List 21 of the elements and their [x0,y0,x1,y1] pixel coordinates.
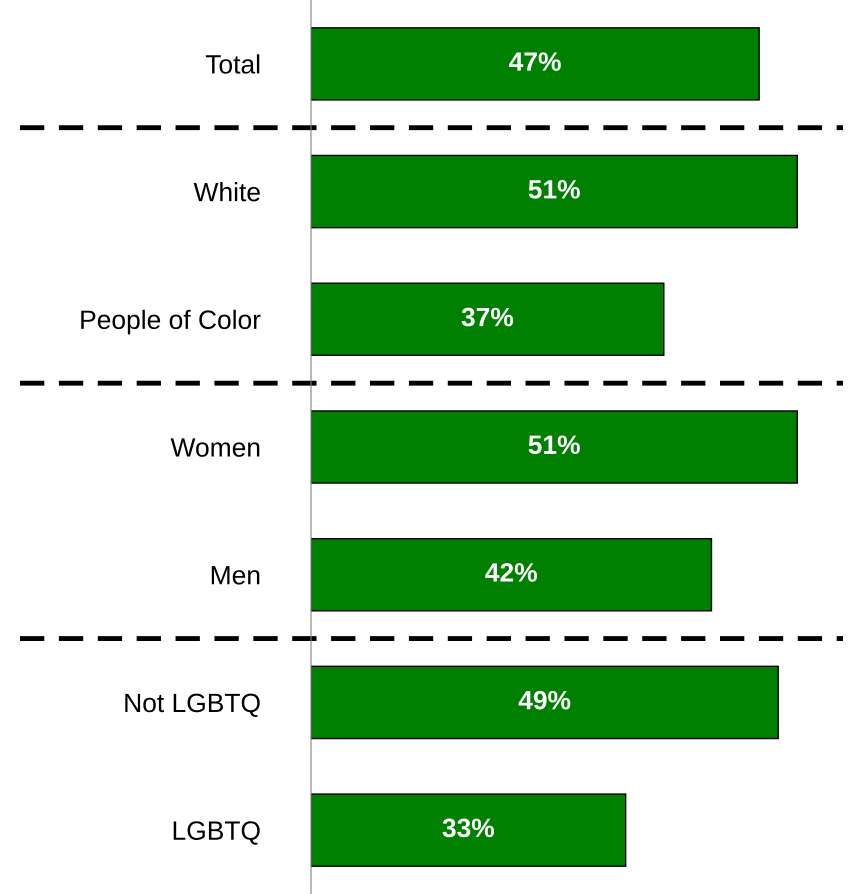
data-label: 51% [528,435,580,454]
bar [311,666,779,740]
bar [311,27,760,101]
data-label: 47% [509,52,561,71]
y-tick-label: Total [206,54,260,74]
bar [311,282,664,356]
data-label: 42% [485,563,537,582]
bar [311,793,626,867]
y-tick-label: People of Color [81,310,261,334]
data-label: 49% [518,690,570,710]
bar [311,410,798,484]
y-tick-label: LGBTQ [174,821,260,845]
y-tick-label: Women [170,438,260,457]
y-tick-label: Not LGBTQ [125,694,260,717]
data-label: 33% [442,818,494,838]
bar [311,538,712,612]
bar [311,154,798,228]
data-label: 51% [528,180,580,199]
y-tick-label: White [194,182,260,202]
data-label: 37% [462,308,514,326]
y-tick-label: Men [212,566,260,585]
